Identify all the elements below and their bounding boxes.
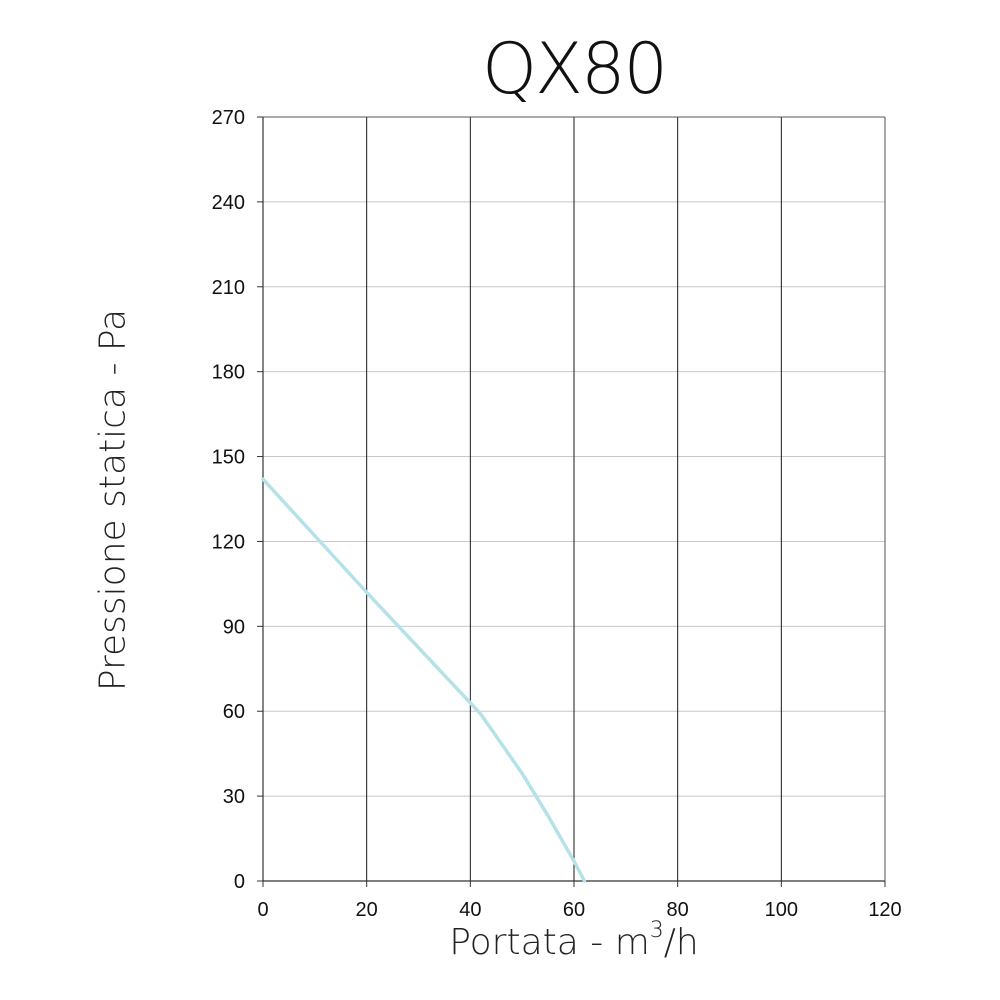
x-tick-label: 60 [563, 899, 585, 921]
x-tick-label: 120 [868, 899, 901, 921]
y-tick-label: 150 [212, 447, 245, 469]
y-tick-label: 180 [212, 362, 245, 384]
chart-title: QX80 [481, 28, 668, 110]
x-axis-label-unit: /h [663, 922, 699, 963]
series-line [261, 477, 587, 883]
x-tick-label: 40 [459, 899, 481, 921]
y-tick-label: 270 [212, 107, 245, 129]
x-tick-label: 0 [257, 899, 268, 921]
x-tick-label: 80 [667, 899, 689, 921]
y-tick-label: 30 [223, 786, 245, 808]
x-tick-label: 20 [356, 899, 378, 921]
y-tick-label: 0 [234, 871, 245, 893]
y-tick-label: 90 [223, 616, 245, 638]
y-tick-label: 240 [212, 192, 245, 214]
x-axis-label-text: Portata - m [449, 922, 650, 963]
x-tick-label: 100 [765, 899, 798, 921]
y-tick-label: 60 [223, 701, 245, 723]
y-tick-label: 120 [212, 531, 245, 553]
y-tick-label: 210 [212, 277, 245, 299]
x-axis-label: Portata - m3/h [263, 918, 885, 963]
x-axis-label-superscript: 3 [649, 918, 664, 943]
